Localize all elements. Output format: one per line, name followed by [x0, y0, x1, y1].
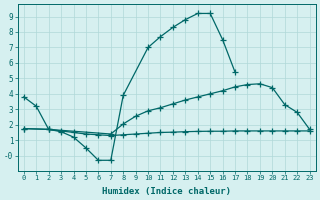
X-axis label: Humidex (Indice chaleur): Humidex (Indice chaleur)	[102, 187, 231, 196]
